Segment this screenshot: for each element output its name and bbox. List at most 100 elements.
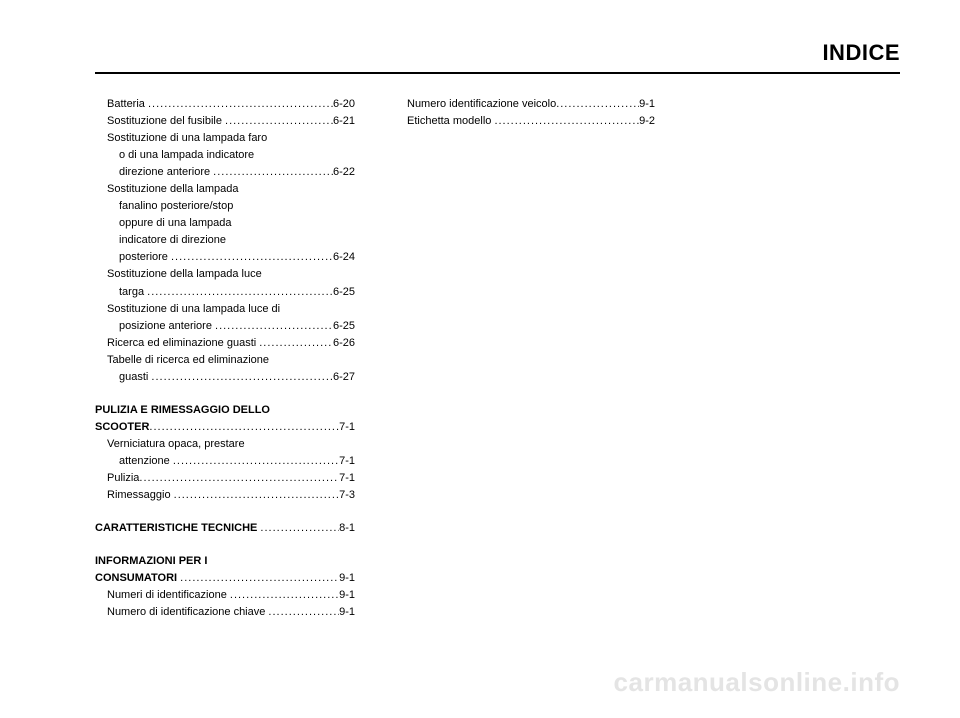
watermark: carmanualsonline.info [614, 667, 900, 698]
toc-label: targa [119, 284, 147, 301]
toc-dots [494, 113, 639, 130]
toc-line: Sostituzione della lampada [95, 181, 355, 198]
toc-label: Tabelle di ricerca ed eliminazione [107, 352, 272, 369]
toc-dots [149, 419, 339, 436]
toc-page: 7-1 [339, 470, 355, 487]
toc-label: Sostituzione di una lampada faro [107, 130, 270, 147]
toc-label: SCOOTER [95, 419, 149, 436]
toc-page: 6-24 [333, 249, 355, 266]
toc-label: Numero di identificazione chiave [107, 604, 268, 621]
toc-line: SCOOTER 7-1 [95, 419, 355, 436]
toc-dots [225, 113, 333, 130]
toc-line: Tabelle di ricerca ed eliminazione [95, 352, 355, 369]
toc-label: o di una lampada indicatore [119, 147, 257, 164]
toc-page: 9-1 [339, 587, 355, 604]
toc-line: Numeri di identificazione 9-1 [95, 587, 355, 604]
toc-column-1: Batteria 6-20Sostituzione del fusibile 6… [95, 96, 355, 621]
toc-line: o di una lampada indicatore [95, 147, 355, 164]
toc-dots [215, 318, 333, 335]
toc-dots [213, 164, 333, 181]
toc-label: Sostituzione della lampada luce [107, 266, 265, 283]
toc-line: PULIZIA E RIMESSAGGIO DELLO [95, 402, 355, 419]
toc-dots [268, 604, 339, 621]
toc-label: fanalino posteriore/stop [119, 198, 236, 215]
toc-line: CONSUMATORI 9-1 [95, 570, 355, 587]
toc-dots [556, 96, 639, 113]
toc-page: 9-1 [339, 604, 355, 621]
toc-page: 7-1 [339, 419, 355, 436]
toc-dots [174, 487, 339, 504]
toc-line: oppure di una lampada [95, 215, 355, 232]
toc-label: Sostituzione del fusibile [107, 113, 225, 130]
toc-label: Etichetta modello [407, 113, 494, 130]
toc-line: indicatore di direzione [95, 232, 355, 249]
toc-page: 6-25 [333, 318, 355, 335]
toc-label: Ricerca ed eliminazione guasti [107, 335, 259, 352]
toc-line: fanalino posteriore/stop [95, 198, 355, 215]
toc-line: Sostituzione della lampada luce [95, 266, 355, 283]
toc-label: Sostituzione di una lampada luce di [107, 301, 283, 318]
toc-line: Ricerca ed eliminazione guasti 6-26 [95, 335, 355, 352]
page-title: INDICE [95, 40, 900, 74]
toc-label: CONSUMATORI [95, 570, 180, 587]
toc-page: 9-1 [639, 96, 655, 113]
toc-line: Numero di identificazione chiave 9-1 [95, 604, 355, 621]
toc-line: CARATTERISTICHE TECNICHE 8-1 [95, 520, 355, 537]
toc-label: CARATTERISTICHE TECNICHE [95, 520, 260, 537]
toc-line: attenzione 7-1 [95, 453, 355, 470]
toc-label: Verniciatura opaca, prestare [107, 436, 248, 453]
toc-label: INFORMAZIONI PER I [95, 553, 211, 570]
toc-page: 6-26 [333, 335, 355, 352]
toc-line: Numero identificazione veicolo9-1 [395, 96, 655, 113]
toc-line: guasti 6-27 [95, 369, 355, 386]
page: INDICE Batteria 6-20Sostituzione del fus… [0, 0, 960, 718]
toc-label: posizione anteriore [119, 318, 215, 335]
toc-label: Numeri di identificazione [107, 587, 230, 604]
toc-dots [171, 249, 333, 266]
toc-dots [230, 587, 339, 604]
toc-dots [151, 369, 333, 386]
toc-line: Pulizia7-1 [95, 470, 355, 487]
toc-page: 9-2 [639, 113, 655, 130]
toc-label: oppure di una lampada [119, 215, 235, 232]
spacer [95, 537, 355, 553]
toc-label: indicatore di direzione [119, 232, 229, 249]
toc-line: posizione anteriore 6-25 [95, 318, 355, 335]
toc-dots [180, 570, 339, 587]
toc-line: Rimessaggio 7-3 [95, 487, 355, 504]
toc-label: Batteria [107, 96, 148, 113]
toc-page: 6-22 [333, 164, 355, 181]
toc-label: PULIZIA E RIMESSAGGIO DELLO [95, 402, 273, 419]
toc-page: 7-3 [339, 487, 355, 504]
toc-line: Etichetta modello 9-2 [395, 113, 655, 130]
toc-page: 7-1 [339, 453, 355, 470]
toc-dots [148, 96, 333, 113]
toc-page: 6-21 [333, 113, 355, 130]
spacer [95, 386, 355, 402]
toc-dots [147, 284, 333, 301]
toc-line: Batteria 6-20 [95, 96, 355, 113]
toc-page: 8-1 [339, 520, 355, 537]
toc-label: direzione anteriore [119, 164, 213, 181]
toc-label: Rimessaggio [107, 487, 174, 504]
toc-label: posteriore [119, 249, 171, 266]
toc-line: Sostituzione di una lampada luce di [95, 301, 355, 318]
toc-line: Sostituzione di una lampada faro [95, 130, 355, 147]
toc-label: Sostituzione della lampada [107, 181, 242, 198]
toc-dots [173, 453, 339, 470]
toc-line: direzione anteriore 6-22 [95, 164, 355, 181]
toc-line: targa 6-25 [95, 284, 355, 301]
toc-column-2: Numero identificazione veicolo9-1Etichet… [395, 96, 655, 621]
toc-dots [260, 520, 339, 537]
toc-dots [259, 335, 333, 352]
toc-line: Sostituzione del fusibile 6-21 [95, 113, 355, 130]
toc-page: 6-27 [333, 369, 355, 386]
toc-line: INFORMAZIONI PER I [95, 553, 355, 570]
toc-label: attenzione [119, 453, 173, 470]
toc-line: Verniciatura opaca, prestare [95, 436, 355, 453]
toc-line: posteriore 6-24 [95, 249, 355, 266]
toc-dots [139, 470, 339, 487]
toc-page: 9-1 [339, 570, 355, 587]
spacer [95, 504, 355, 520]
toc-columns: Batteria 6-20Sostituzione del fusibile 6… [95, 96, 900, 621]
